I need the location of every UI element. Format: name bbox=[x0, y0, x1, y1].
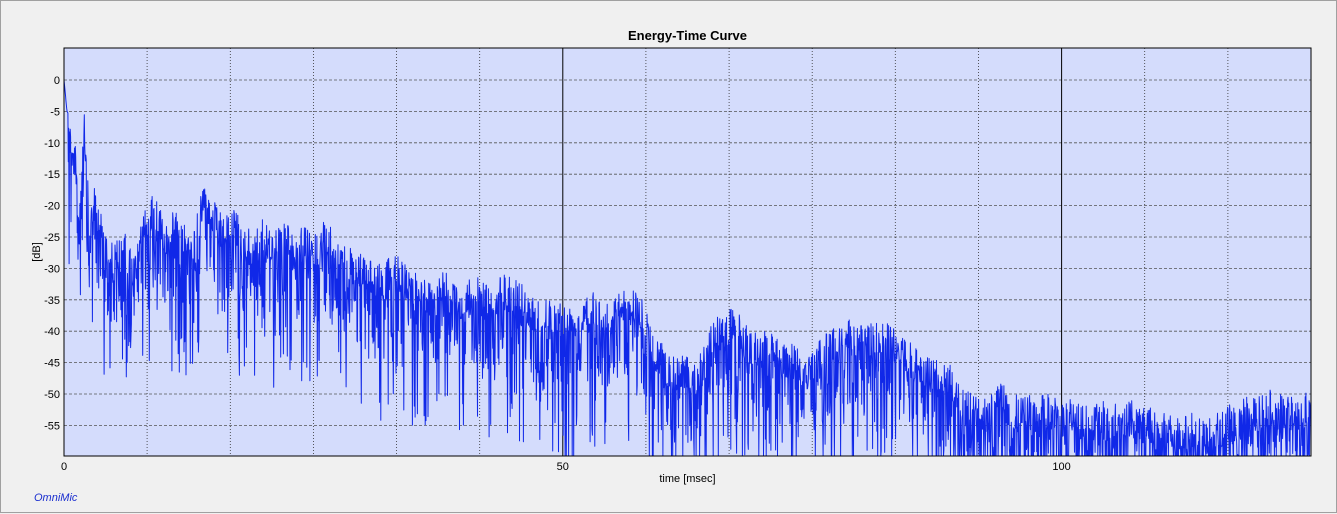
plot-border bbox=[63, 47, 1312, 457]
y-tick-label: -15 bbox=[44, 169, 60, 181]
x-axis-label: time [msec] bbox=[659, 473, 715, 485]
y-tick-label: 0 bbox=[54, 75, 60, 87]
y-tick-label: -55 bbox=[44, 420, 60, 432]
etc-trace bbox=[63, 79, 1312, 457]
y-tick-label: -20 bbox=[44, 201, 60, 213]
y-tick-label: -25 bbox=[44, 232, 60, 244]
trace-group bbox=[63, 79, 1312, 457]
y-tick-label: -10 bbox=[44, 138, 60, 150]
y-tick-label: -45 bbox=[44, 358, 60, 370]
x-tick-label: 0 bbox=[61, 461, 67, 473]
x-tick-label: 100 bbox=[1052, 461, 1070, 473]
y-tick-label: -5 bbox=[50, 106, 60, 118]
y-tick-label: -35 bbox=[44, 295, 60, 307]
brand-label: OmniMic bbox=[34, 492, 78, 504]
y-tick-label: -40 bbox=[44, 326, 60, 338]
x-axis-ticks: 0 50 100 bbox=[61, 461, 1071, 473]
chart-title: Energy-Time Curve bbox=[628, 28, 747, 43]
y-axis-label: [dB] bbox=[31, 242, 43, 262]
y-tick-label: -50 bbox=[44, 389, 60, 401]
y-axis-ticks: 0 -5 -10 -15 -20 -25 -30 -35 -40 -45 -50 -55 bbox=[44, 75, 60, 432]
y-tick-label: -30 bbox=[44, 263, 60, 275]
grid-lines bbox=[64, 48, 1311, 456]
x-tick-label: 50 bbox=[557, 461, 569, 473]
